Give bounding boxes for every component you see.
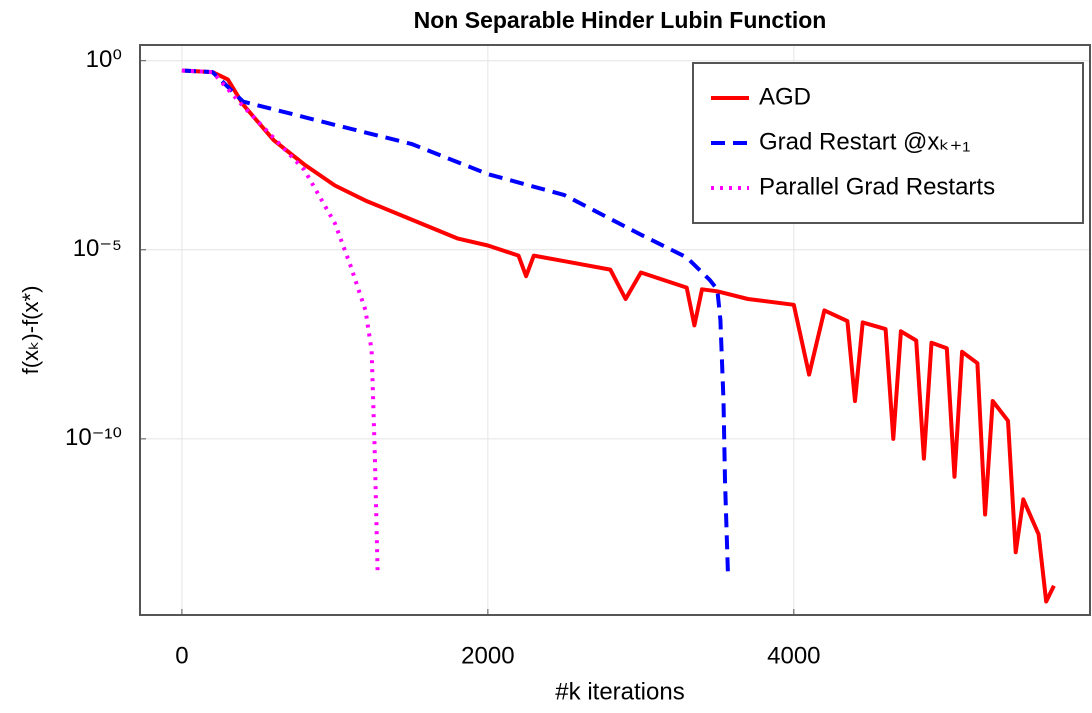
legend-box [692,62,1084,224]
x-axis-label: #k iterations [555,678,684,705]
plot-frame [139,44,1091,616]
legend-label: Grad Restart @xₖ₊₁ [759,128,970,155]
x-tick-label: 2000 [461,642,514,669]
series-line [181,68,380,576]
x-tick-label: 4000 [767,642,820,669]
y-tick-label: 10⁻⁵ [73,235,122,262]
x-tick-label: 0 [175,642,188,669]
series-line [181,68,731,579]
y-tick-label: 10⁻¹⁰ [65,424,122,451]
chart-title: Non Separable Hinder Lubin Function [414,7,827,33]
legend-label: Parallel Grad Restarts [759,173,995,200]
series-line [181,68,1056,604]
legend-label: AGD [759,83,811,110]
y-tick-label: 10⁰ [86,46,122,73]
y-axis-label: f(xₖ)-f(x*) [18,286,43,375]
